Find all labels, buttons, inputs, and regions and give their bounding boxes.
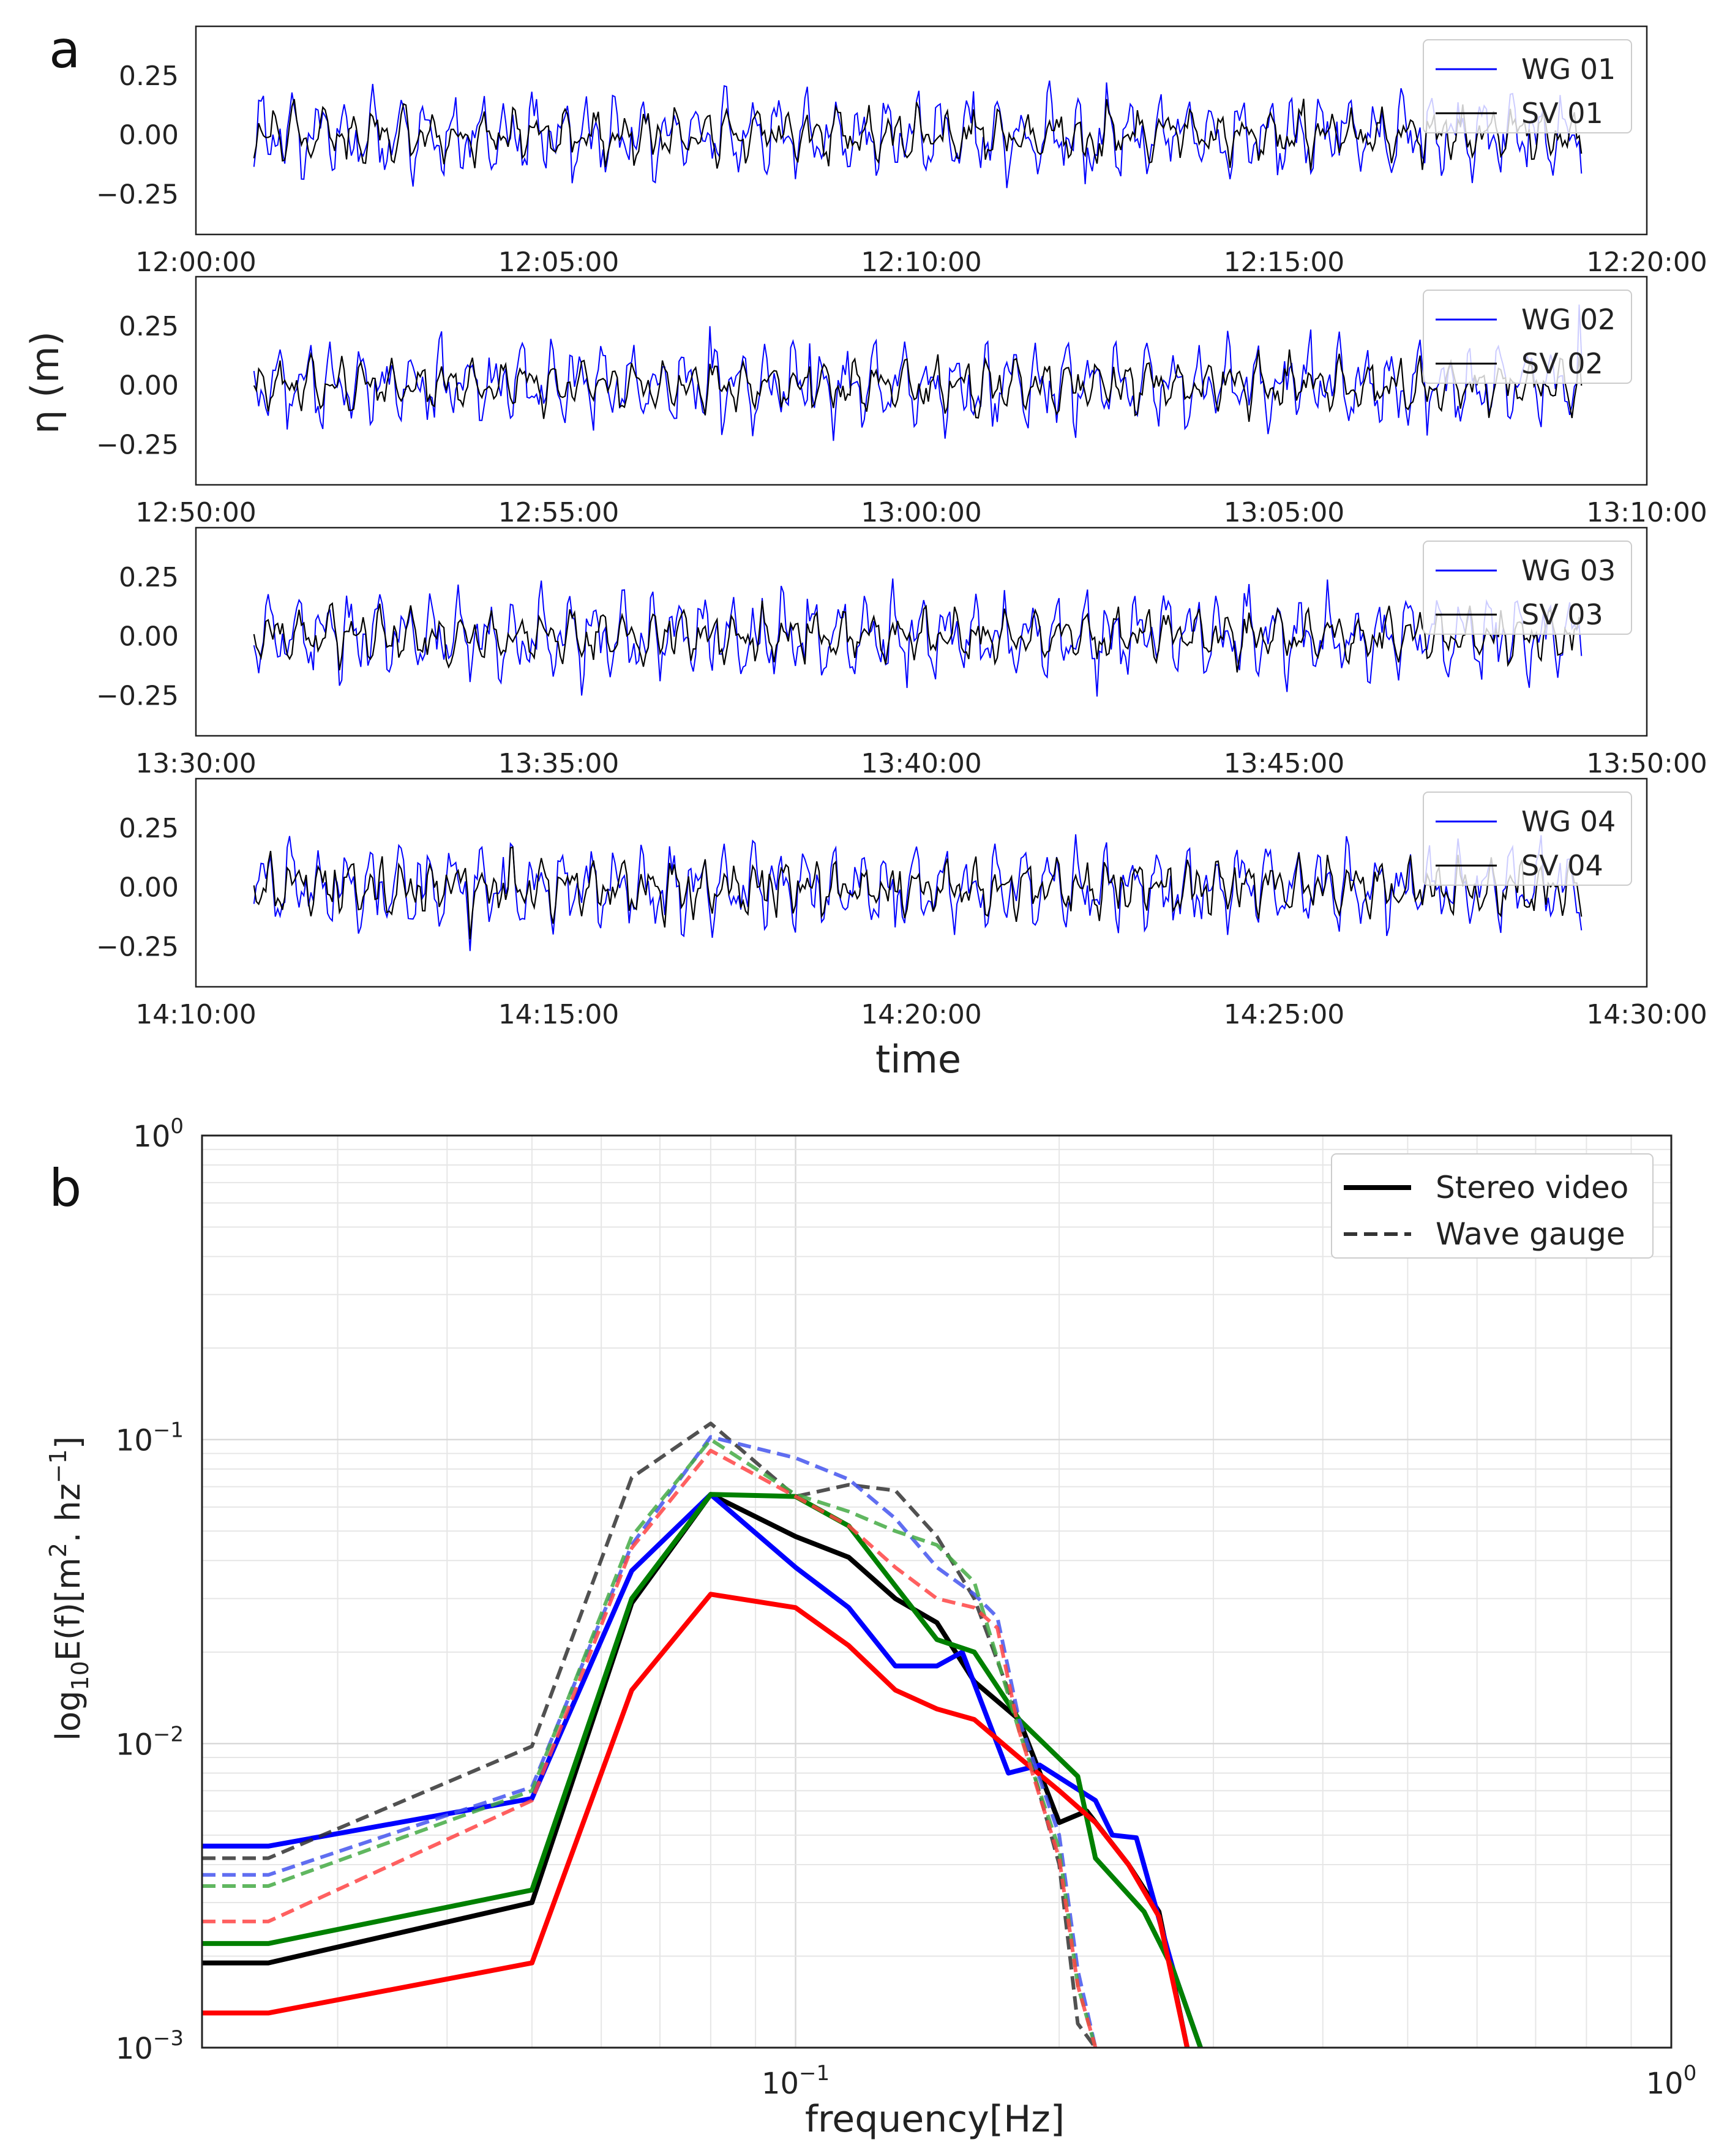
y-tick-label: 0.25 (119, 813, 179, 844)
y-tick-label: 0.00 (119, 120, 179, 151)
y-tick-label: 100 (133, 1114, 184, 1154)
panel-a-label: a (49, 20, 80, 80)
x-tick-label: 13:05:00 (1224, 497, 1345, 528)
spectrum-line-sv-blue (202, 1492, 1203, 2048)
y-tick-label: 10−3 (116, 2026, 184, 2066)
x-tick-label: 100 (1646, 2061, 1697, 2101)
legend-label-stereo-video: SV 03 (1521, 598, 1603, 631)
x-tick-label: 13:40:00 (861, 748, 982, 779)
panel-b-xlabel: frequency[Hz] (805, 2098, 1065, 2141)
legend-box (1423, 792, 1632, 886)
x-tick-label: 13:10:00 (1586, 497, 1707, 528)
x-tick-label: 12:50:00 (135, 497, 257, 528)
axes-frame (201, 1134, 1673, 2049)
legend-label-stereo-video: SV 02 (1521, 347, 1603, 380)
stereo-video-series (253, 349, 1583, 422)
wave-gauge-series (253, 578, 1583, 697)
x-tick-label: 14:15:00 (498, 999, 620, 1030)
legend-label-wave-gauge: WG 03 (1521, 554, 1616, 587)
panel-b-ylabel: log10E(f)[m2. hz−1] (45, 1436, 94, 1741)
legend-box (1423, 39, 1632, 133)
axes-frame (195, 777, 1648, 988)
legend: Stereo video Wave gauge (1331, 1153, 1654, 1259)
x-tick-label: 14:20:00 (861, 999, 982, 1030)
spectrum-line-sv-red (202, 1592, 1190, 2048)
time-series-subplot-2: 0.25 0.00 −0.25 12:50:00 12:55:00 13:00:00 13:… (96, 275, 1707, 528)
x-tick-label: 14:10:00 (135, 999, 257, 1030)
time-series-subplot-4: 0.25 0.00 −0.25 14:10:00 14:15:00 14:20:00 14:… (96, 777, 1707, 1030)
legend-label: Wave gauge (1436, 1216, 1625, 1252)
legend-label-wave-gauge: WG 02 (1521, 303, 1616, 336)
y-tick-label: 10−1 (116, 1418, 184, 1458)
y-tick-label: −0.25 (96, 680, 179, 711)
x-tick-label: 12:20:00 (1586, 247, 1707, 278)
legend-box (1423, 290, 1632, 384)
y-tick-label: 0.25 (119, 562, 179, 593)
legend-box (1423, 541, 1632, 635)
y-tick-label: 0.00 (119, 370, 179, 402)
x-tick-label: 12:00:00 (135, 247, 257, 278)
stereo-video-series (253, 846, 1583, 940)
x-tick-label: 12:10:00 (861, 247, 982, 278)
y-tick-label: −0.25 (96, 179, 179, 210)
legend-label-wave-gauge: WG 01 (1521, 53, 1616, 86)
x-tick-label: 13:35:00 (498, 748, 620, 779)
x-tick-label: 13:30:00 (135, 748, 257, 779)
x-tick-label: 12:55:00 (498, 497, 620, 528)
x-tick-label: 14:30:00 (1586, 999, 1707, 1030)
spectrum-line-wg-green (202, 1437, 1098, 2048)
wave-gauge-series (253, 834, 1583, 951)
legend-label-wave-gauge: WG 04 (1521, 805, 1616, 838)
y-tick-label: 0.25 (119, 311, 179, 342)
spectrum-plot: 100 10−1 10−2 10−3 10−1 100 Stereo video Wave g… (116, 1114, 1697, 2101)
y-tick-label: −0.25 (96, 931, 179, 962)
stereo-video-series (253, 601, 1583, 673)
y-tick-label: −0.25 (96, 429, 179, 460)
legend-label: Stereo video (1436, 1170, 1628, 1205)
y-tick-label: 10−2 (116, 1722, 184, 1762)
x-tick-label: 12:15:00 (1224, 247, 1345, 278)
time-series-subplot-3: 0.25 0.00 −0.25 13:30:00 13:35:00 13:40:00 13:… (96, 526, 1707, 779)
time-series-subplot-1: 0.25 0.00 −0.25 12:00:00 12:05:00 12:10:00 12:… (96, 25, 1707, 278)
spectrum-line-sv-green (202, 1492, 1203, 2048)
panel-b-label: b (49, 1158, 81, 1218)
spectrum-line-wg-red (202, 1448, 1098, 2048)
panel-a-xlabel: time (875, 1037, 961, 1082)
x-tick-label: 13:50:00 (1586, 748, 1707, 779)
spectrum-series (202, 1421, 1203, 2048)
panel-a-subplots: 0.25 0.00 −0.25 12:00:00 12:05:00 12:10:00 12:… (96, 25, 1707, 1030)
x-tick-label: 13:00:00 (861, 497, 982, 528)
legend-label-stereo-video: SV 01 (1521, 97, 1603, 130)
x-tick-label: 10−1 (762, 2061, 830, 2101)
y-tick-label: 0.00 (119, 872, 179, 904)
stereo-video-series (253, 99, 1583, 171)
wave-gauge-series (253, 80, 1583, 189)
legend-label-stereo-video: SV 04 (1521, 849, 1603, 882)
x-tick-label: 12:05:00 (498, 247, 620, 278)
y-tick-label: 0.00 (119, 621, 179, 653)
grid (202, 1134, 1673, 2049)
x-tick-label: 14:25:00 (1224, 999, 1345, 1030)
y-tick-label: 0.25 (119, 61, 179, 92)
x-tick-label: 13:45:00 (1224, 748, 1345, 779)
legend-box (1331, 1153, 1654, 1259)
panel-a-ylabel: η (m) (23, 331, 67, 434)
